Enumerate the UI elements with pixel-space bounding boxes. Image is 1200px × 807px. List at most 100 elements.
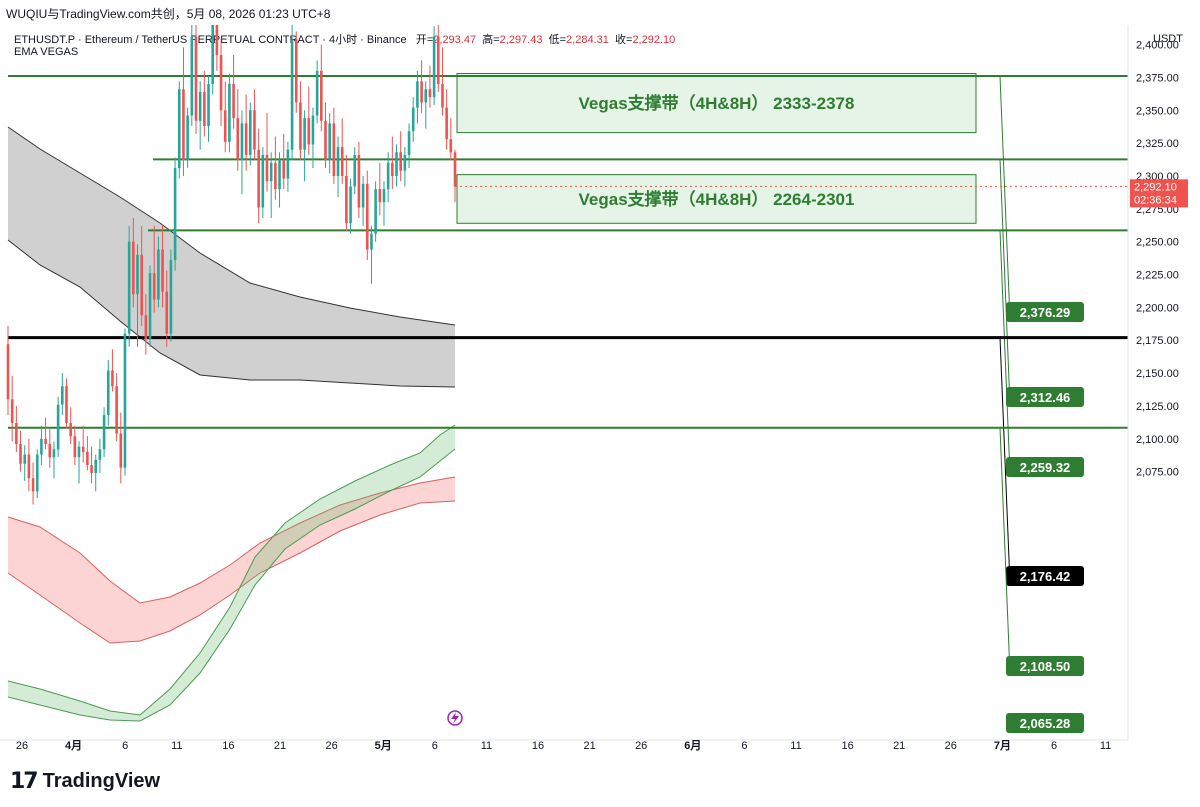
- x-tick-label: 11: [790, 740, 801, 752]
- candle-body: [48, 444, 52, 458]
- indicator-label[interactable]: EMA VEGAS: [14, 46, 79, 58]
- candle-body: [211, 25, 215, 84]
- x-tick-label: 11: [481, 740, 492, 752]
- candle-body: [232, 83, 235, 119]
- x-tick-label: 5月: [375, 739, 392, 752]
- candle-body: [86, 451, 89, 466]
- candle-body: [207, 83, 210, 127]
- candle-body: [73, 436, 77, 458]
- candle-body: [361, 183, 365, 208]
- zones: Vegas压力带（1D） 2464-2527Vegas支撑带（4H&8H） 23…: [456, 72, 977, 224]
- candle-body: [436, 36, 440, 84]
- current-price-tag: [1130, 179, 1188, 208]
- candle-body: [182, 89, 185, 161]
- callout-connector: [999, 159, 1011, 406]
- candle-body: [286, 149, 290, 179]
- tradingview-logo-icon: 17: [10, 768, 39, 794]
- level-callout: [1006, 566, 1084, 586]
- callout-connector: [999, 230, 1011, 476]
- level-callout-label: 2,065.28: [1020, 716, 1071, 731]
- tradingview-brand: TradingView: [42, 769, 161, 792]
- candle-body: [411, 107, 415, 132]
- candle-body: [223, 110, 227, 142]
- candle-body: [52, 449, 56, 458]
- x-tick-label: 16: [841, 740, 853, 752]
- level-callout: [1006, 457, 1084, 477]
- candle-body: [324, 120, 327, 161]
- y-tick-label: 2,200.00: [1136, 302, 1179, 314]
- x-tick-label: 16: [532, 740, 544, 752]
- candle-body: [215, 25, 219, 56]
- candle-body: [228, 83, 231, 142]
- candle-body: [140, 254, 143, 316]
- ema-band-gray: [8, 127, 455, 387]
- level-callout: [1006, 387, 1084, 407]
- candle-body: [177, 89, 181, 169]
- candle-body: [244, 123, 248, 155]
- candle-body: [265, 154, 269, 182]
- y-tick-label: 2,075.00: [1136, 467, 1179, 479]
- ema-band-red-upper: [7, 476, 456, 604]
- candle-body: [441, 83, 444, 108]
- candle-body: [81, 446, 85, 452]
- candle-body: [161, 249, 164, 292]
- y-tick-label: 2,125.00: [1136, 401, 1179, 413]
- candle-body: [186, 115, 189, 161]
- candle-body: [115, 386, 118, 434]
- candle-body: [282, 160, 286, 179]
- level-callout: [1006, 713, 1084, 733]
- lightning-icon-glyph: [451, 712, 459, 724]
- candle-body: [44, 438, 47, 445]
- y-tick-label: 2,375.00: [1136, 72, 1179, 84]
- ema-band-green-lower: [7, 448, 456, 722]
- candle-body: [345, 175, 348, 224]
- footer-brand: 17 TradingView: [10, 768, 160, 794]
- x-tick-label: 11: [171, 740, 182, 752]
- candle-body: [320, 70, 323, 121]
- candle-body: [119, 433, 123, 468]
- candle-body: [445, 107, 448, 140]
- price-chart[interactable]: Vegas压力带（1D） 2464-2527Vegas支撑带（4H&8H） 23…: [0, 25, 1200, 765]
- candle-body: [353, 154, 357, 187]
- candle-body: [111, 370, 114, 387]
- candle-body: [132, 241, 135, 295]
- x-tick-label: 21: [583, 740, 595, 752]
- candle-body: [428, 89, 432, 98]
- candle-body: [90, 465, 93, 473]
- time-axis: 26 4月 6 11 16 21 26 5月 6 11 16 21 26 6月 6 11 16 21 26 7月 6 11: [0, 739, 1128, 752]
- candle-body: [165, 291, 169, 334]
- candle-body: [257, 149, 260, 208]
- level-callout-label: 2,312.46: [1020, 390, 1071, 405]
- candle-body: [31, 478, 35, 492]
- candle-body: [61, 386, 64, 405]
- callout-connector: [999, 75, 1011, 321]
- ema-band-red: [8, 477, 455, 643]
- candle-body: [69, 423, 72, 437]
- support-zone: [456, 72, 977, 134]
- level-callout-label: 2,108.50: [1020, 659, 1071, 674]
- candle-body: [173, 168, 177, 261]
- candle-body: [307, 118, 311, 145]
- candle-body: [274, 162, 277, 190]
- candle-body: [365, 183, 369, 250]
- candle-body: [236, 118, 240, 161]
- callout-connector: [999, 337, 1011, 585]
- close-label: 收=: [615, 34, 633, 46]
- y-tick-label: 2,325.00: [1136, 138, 1179, 150]
- symbol-name[interactable]: ETHUSDT.P · Ethereum / TetherUS PERPETUA…: [14, 34, 407, 46]
- close-value: 2,292.10: [632, 34, 676, 46]
- y-tick-label: 2,175.00: [1136, 335, 1179, 347]
- candle-body: [240, 123, 244, 161]
- candle-body: [102, 415, 106, 450]
- candle-body: [303, 118, 306, 150]
- candle-body: [420, 81, 423, 103]
- candle-body: [190, 36, 194, 116]
- x-tick-label: 26: [16, 740, 28, 752]
- price-axis-bg: [1128, 25, 1200, 765]
- candle-body: [315, 70, 319, 116]
- y-tick-label: 2,350.00: [1136, 105, 1179, 117]
- candle-body: [386, 162, 390, 190]
- low-label: 低=: [548, 34, 567, 46]
- high-label: 高=: [482, 34, 500, 46]
